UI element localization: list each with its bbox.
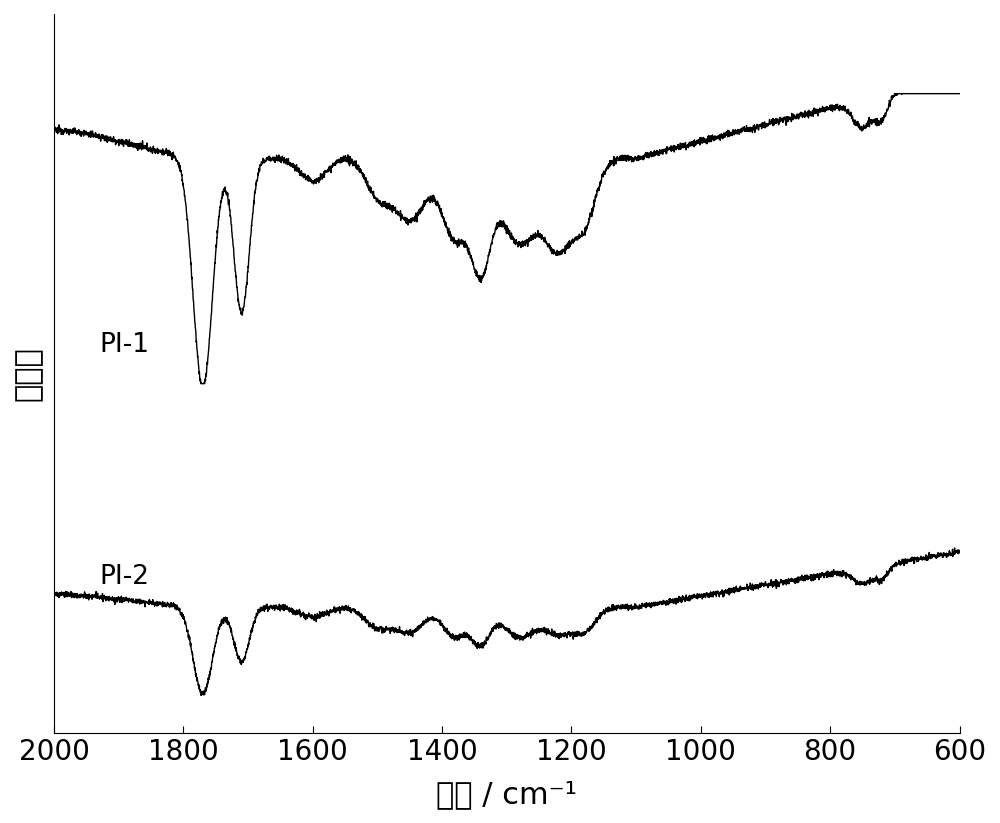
Text: PI-1: PI-1 (99, 332, 149, 359)
X-axis label: 波数 / cm⁻¹: 波数 / cm⁻¹ (436, 780, 577, 809)
Y-axis label: 透过率: 透过率 (14, 346, 43, 401)
Text: PI-2: PI-2 (99, 564, 149, 590)
